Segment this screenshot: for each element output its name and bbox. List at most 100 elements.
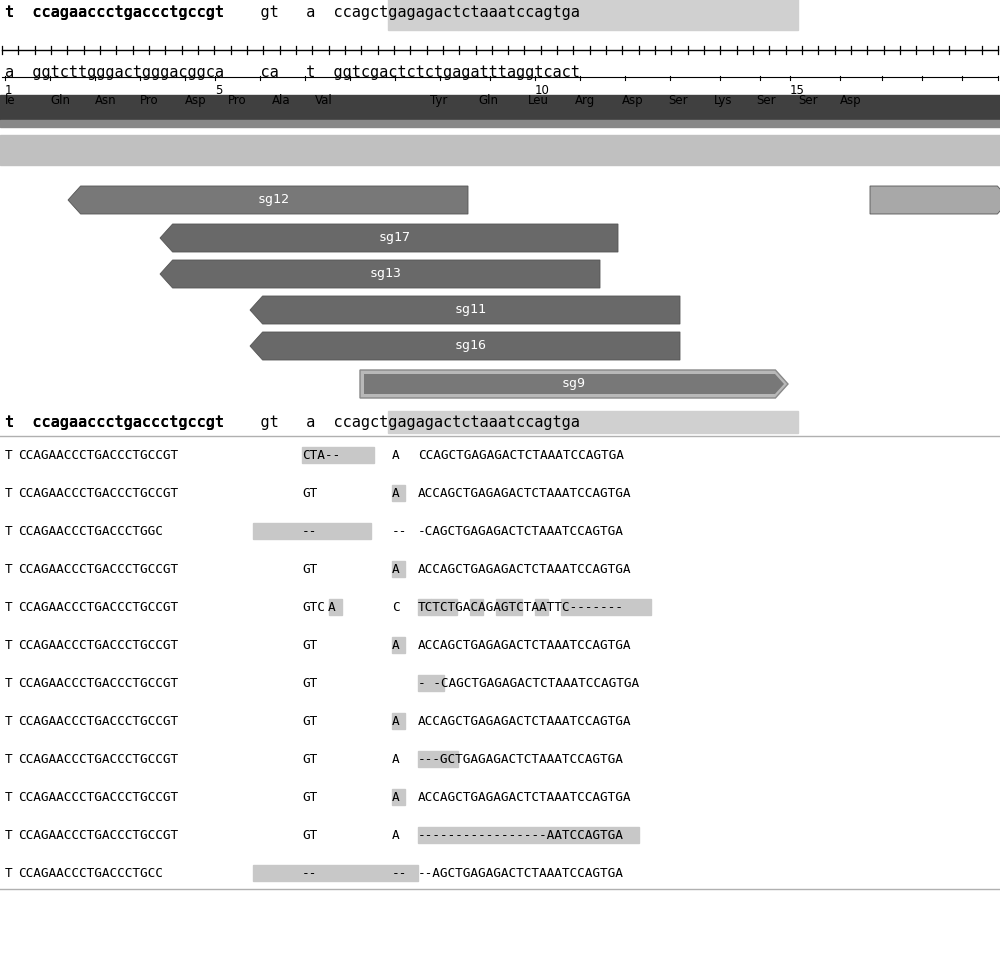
Bar	[392, 485, 405, 501]
Text: T: T	[5, 791, 13, 804]
Bar	[431, 599, 457, 615]
Text: sg13: sg13	[370, 268, 402, 280]
Polygon shape	[160, 260, 600, 288]
Text: Ala: Ala	[272, 94, 291, 107]
Text: Ser: Ser	[668, 94, 688, 107]
Text: A: A	[392, 753, 400, 766]
Text: T: T	[5, 715, 13, 728]
Text: ACCAGCTGAGAGACTCTAAATCCAGTGA: ACCAGCTGAGAGACTCTAAATCCAGTGA	[418, 715, 632, 728]
Text: CCAGAACCCTGACCCTGCC: CCAGAACCCTGACCCTGCC	[18, 867, 163, 880]
Text: CTA--: CTA--	[302, 449, 340, 462]
Text: ACCAGCTGAGAGACTCTAAATCCAGTGA: ACCAGCTGAGAGACTCTAAATCCAGTGA	[418, 563, 632, 576]
Text: GT: GT	[302, 639, 317, 652]
Bar	[302, 447, 374, 463]
Text: ---GCTGAGAGACTCTAAATCCAGTGA: ---GCTGAGAGACTCTAAATCCAGTGA	[418, 753, 624, 766]
Bar	[0, 135, 1000, 165]
Bar	[418, 751, 458, 767]
Polygon shape	[364, 374, 784, 394]
Bar	[253, 865, 418, 881]
Text: T: T	[5, 867, 13, 880]
Text: --: --	[392, 525, 407, 538]
Polygon shape	[360, 370, 788, 398]
Text: 1: 1	[5, 84, 12, 97]
Text: Ser: Ser	[756, 94, 776, 107]
Polygon shape	[250, 332, 680, 360]
Bar	[329, 599, 342, 615]
Text: CCAGAACCCTGACCCTGCCGT: CCAGAACCCTGACCCTGCCGT	[18, 639, 178, 652]
Text: t  ccagaaccctgaccctgccgt: t ccagaaccctgaccctgccgt	[5, 5, 224, 20]
Text: Asp: Asp	[840, 94, 862, 107]
Text: A: A	[392, 791, 400, 804]
Text: T: T	[5, 601, 13, 614]
Text: A: A	[392, 829, 400, 842]
Text: ACCAGCTGAGAGACTCTAAATCCAGTGA: ACCAGCTGAGAGACTCTAAATCCAGTGA	[418, 639, 632, 652]
Text: Leu: Leu	[528, 94, 549, 107]
Text: T: T	[5, 449, 13, 462]
Text: CCAGAACCCTGACCCTGCCGT: CCAGAACCCTGACCCTGCCGT	[18, 753, 178, 766]
Text: GT: GT	[302, 563, 317, 576]
Text: --: --	[302, 525, 317, 538]
Bar	[0, 120, 1000, 127]
Bar	[496, 599, 522, 615]
Text: GTC: GTC	[302, 601, 325, 614]
Text: CCAGCTGAGAGACTCTAAATCCAGTGA: CCAGCTGAGAGACTCTAAATCCAGTGA	[418, 449, 624, 462]
Text: Ser: Ser	[798, 94, 818, 107]
Text: sg12: sg12	[258, 194, 290, 206]
Text: A: A	[328, 601, 336, 614]
Text: CCAGAACCCTGACCCTGCCGT: CCAGAACCCTGACCCTGCCGT	[18, 487, 178, 500]
Bar	[535, 599, 548, 615]
Text: T: T	[5, 753, 13, 766]
Text: A: A	[392, 487, 400, 500]
Text: TCTCTGACAGAGTCTAATTC-------: TCTCTGACAGAGTCTAATTC-------	[418, 601, 624, 614]
Text: --: --	[392, 867, 407, 880]
Bar	[418, 827, 639, 843]
Text: -----------------AATCCAGTGA: -----------------AATCCAGTGA	[418, 829, 624, 842]
Text: T: T	[5, 525, 13, 538]
Text: GT: GT	[302, 753, 317, 766]
Text: T: T	[5, 677, 13, 690]
Bar	[392, 789, 405, 805]
Text: Pro: Pro	[140, 94, 159, 107]
Text: --AGCTGAGAGACTCTAAATCCAGTGA: --AGCTGAGAGACTCTAAATCCAGTGA	[418, 867, 624, 880]
Text: 15: 15	[790, 84, 805, 97]
Text: CCAGAACCCTGACCCTGCCGT: CCAGAACCCTGACCCTGCCGT	[18, 677, 178, 690]
Text: GT: GT	[302, 715, 317, 728]
Text: ACCAGCTGAGAGACTCTAAATCCAGTGA: ACCAGCTGAGAGACTCTAAATCCAGTGA	[418, 487, 632, 500]
Text: CCAGAACCCTGACCCTGCCGT: CCAGAACCCTGACCCTGCCGT	[18, 563, 178, 576]
Bar	[418, 599, 431, 615]
Text: CCAGAACCCTGACCCTGCCGT: CCAGAACCCTGACCCTGCCGT	[18, 715, 178, 728]
Text: sg17: sg17	[379, 231, 411, 245]
Polygon shape	[160, 224, 618, 252]
Text: Gln: Gln	[478, 94, 498, 107]
Bar	[561, 599, 651, 615]
Text: GT: GT	[302, 487, 317, 500]
Bar	[253, 523, 371, 539]
Text: --: --	[302, 867, 317, 880]
Text: T: T	[5, 563, 13, 576]
Text: Val: Val	[315, 94, 333, 107]
Text: GT: GT	[302, 677, 317, 690]
Text: T: T	[5, 829, 13, 842]
Text: CCAGAACCCTGACCCTGCCGT: CCAGAACCCTGACCCTGCCGT	[18, 791, 178, 804]
Polygon shape	[68, 186, 468, 214]
Text: - -CAGCTGAGAGACTCTAAATCCAGTGA: - -CAGCTGAGAGACTCTAAATCCAGTGA	[418, 677, 639, 690]
Bar	[392, 561, 405, 577]
Text: 10: 10	[535, 84, 550, 97]
Text: A: A	[392, 715, 400, 728]
Text: sg11: sg11	[455, 303, 487, 317]
Text: A: A	[392, 639, 400, 652]
Bar	[392, 713, 405, 729]
Text: Asn: Asn	[95, 94, 117, 107]
Text: t  ccagaaccctgaccctgccgt    gt   a  ccagctgagagactctaaatccagtga: t ccagaaccctgaccctgccgt gt a ccagctgagag…	[5, 415, 580, 430]
Text: Asp: Asp	[622, 94, 644, 107]
Text: GT: GT	[302, 791, 317, 804]
Bar	[470, 599, 483, 615]
Text: Tyr: Tyr	[430, 94, 447, 107]
Text: A: A	[392, 563, 400, 576]
Text: Asp: Asp	[185, 94, 207, 107]
Text: Lys: Lys	[714, 94, 732, 107]
Text: Gln: Gln	[50, 94, 70, 107]
Text: CCAGAACCCTGACCCTGCCGT: CCAGAACCCTGACCCTGCCGT	[18, 829, 178, 842]
Text: le: le	[5, 94, 16, 107]
Bar	[458, 411, 798, 433]
